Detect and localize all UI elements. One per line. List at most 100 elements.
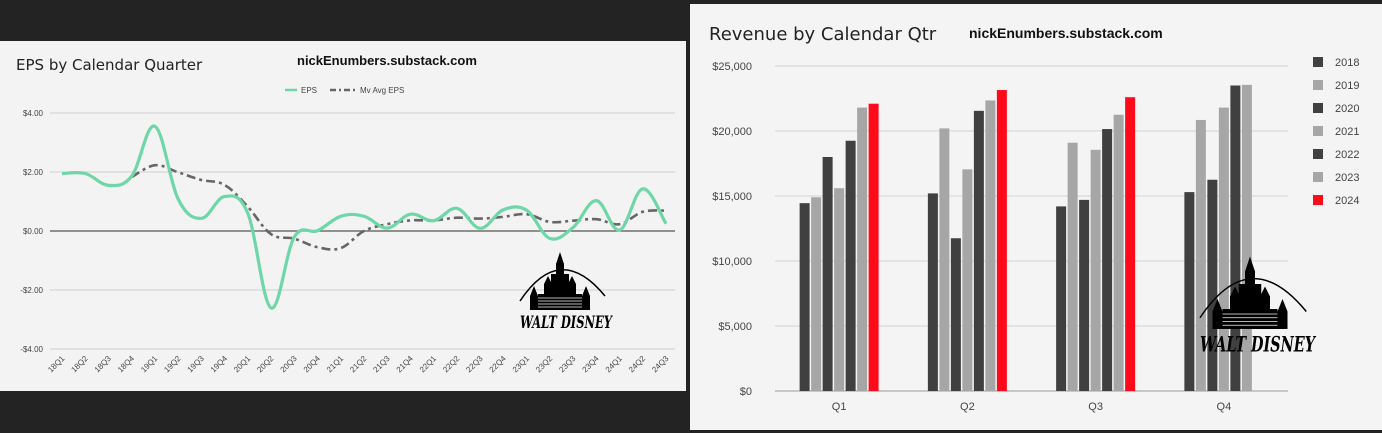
y-tick-label: -$4.00 (20, 345, 43, 354)
revenue-x-axis: Q1 Q2 Q3 Q4 (832, 401, 1231, 413)
revenue-bars (799, 84, 1252, 392)
x-tick-label: 21Q2 (348, 354, 369, 375)
x-tick-label: 22Q1 (418, 354, 439, 375)
x-tick-label: 18Q3 (93, 354, 114, 375)
y-tick-label: $0.00 (23, 227, 44, 236)
revenue-watermark: nickEnumbers.substack.com (969, 25, 1163, 41)
revenue-chart-title: Revenue by Calendar Qtr (709, 24, 937, 45)
castle-icon (530, 252, 590, 310)
bar-2020-q4 (1207, 179, 1218, 391)
x-tick-label: 18Q4 (116, 354, 137, 375)
x-tick-label: 19Q4 (209, 354, 230, 375)
eps-chart-title: EPS by Calendar Quarter (16, 56, 203, 74)
bar-2019-q3 (1067, 142, 1078, 391)
eps-chart-panel: EPS by Calendar Quarter nickEnumbers.sub… (0, 41, 686, 391)
castle-icon (1212, 256, 1288, 329)
legend-swatch-2021 (1313, 126, 1323, 136)
x-tick-label: 18Q2 (69, 354, 90, 375)
legend-label-2020: 2020 (1335, 103, 1359, 115)
x-tick-label: 19Q3 (186, 354, 207, 375)
bar-2022-q1 (845, 140, 856, 391)
bar-2020-q2 (950, 238, 961, 391)
x-tick-label: Q1 (832, 401, 847, 413)
x-tick-label: Q2 (960, 401, 975, 413)
x-tick-label: 20Q3 (279, 354, 300, 375)
x-tick-label: 23Q2 (534, 354, 555, 375)
legend-label-2024: 2024 (1335, 195, 1359, 207)
x-tick-label: 21Q3 (371, 354, 392, 375)
x-tick-label: 18Q1 (46, 354, 67, 375)
x-tick-label: 23Q1 (511, 354, 532, 375)
x-tick-label: Q3 (1088, 401, 1103, 413)
disney-logo: WALT DISNEY (1199, 256, 1316, 358)
bar-2023-q1 (857, 107, 868, 391)
revenue-chart-panel: Revenue by Calendar Qtr nickEnumbers.sub… (690, 4, 1382, 430)
bar-2021-q3 (1090, 149, 1101, 391)
y-tick-label: -$2.00 (20, 286, 43, 295)
x-tick-label: 24Q3 (650, 354, 671, 375)
x-tick-label: 22Q3 (464, 354, 485, 375)
bar-2020-q3 (1079, 199, 1090, 391)
x-tick-label: 19Q1 (139, 354, 160, 375)
bar-2018-q3 (1056, 206, 1067, 391)
y-tick-label: $4.00 (23, 109, 44, 118)
bar-2018-q2 (927, 193, 938, 391)
bar-2021-q4 (1218, 107, 1229, 391)
bar-2018-q4 (1184, 192, 1195, 391)
bar-2021-q1 (834, 188, 845, 391)
bar-2018-q1 (799, 203, 810, 391)
legend-swatch-2023 (1313, 172, 1323, 182)
bar-2022-q2 (973, 110, 984, 391)
y-tick-label: $15,000 (712, 191, 752, 203)
legend-label-mv-avg-eps: Mv Avg EPS (360, 86, 404, 95)
legend-label-2021: 2021 (1335, 126, 1359, 138)
x-tick-label: 23Q4 (581, 354, 602, 375)
bar-2024-q2 (996, 90, 1007, 392)
x-tick-label: 24Q1 (604, 354, 625, 375)
x-tick-label: 21Q1 (325, 354, 346, 375)
eps-x-axis: 18Q1 18Q2 18Q3 18Q4 19Q1 19Q2 19Q3 19Q4 20Q1 20Q2… (46, 354, 671, 375)
y-tick-label: $25,000 (712, 61, 752, 73)
legend-swatch-2020 (1313, 103, 1323, 113)
eps-legend: EPS Mv Avg EPS (285, 86, 404, 95)
disney-logo: WALT DISNEY (519, 252, 613, 333)
eps-chart: EPS by Calendar Quarter nickEnumbers.sub… (16, 53, 675, 375)
eps-y-axis: $4.00 $2.00 $0.00 -$2.00 -$4.00 (20, 109, 43, 354)
y-tick-label: $5,000 (718, 321, 752, 333)
revenue-chart: Revenue by Calendar Qtr nickEnumbers.sub… (709, 24, 1359, 413)
bar-2022-q3 (1102, 129, 1113, 392)
bar-2019-q2 (939, 128, 950, 391)
x-tick-label: 23Q3 (557, 354, 578, 375)
eps-series (61, 124, 668, 310)
x-tick-label: 20Q2 (255, 354, 276, 375)
bar-2021-q2 (962, 169, 973, 391)
bar-2020-q1 (822, 157, 833, 391)
x-tick-label: 19Q2 (162, 354, 183, 375)
bar-2019-q4 (1195, 119, 1206, 391)
legend-swatch-2022 (1313, 149, 1323, 159)
y-tick-label: $20,000 (712, 126, 752, 138)
legend-swatch-2019 (1313, 80, 1323, 90)
eps-watermark: nickEnumbers.substack.com (297, 53, 477, 68)
x-tick-label: 20Q4 (302, 354, 323, 375)
x-tick-label: Q4 (1217, 401, 1232, 413)
legend-label-2019: 2019 (1335, 80, 1359, 92)
legend-label-eps: EPS (301, 86, 317, 95)
bar-2023-q3 (1113, 114, 1124, 391)
bar-2022-q4 (1230, 85, 1241, 391)
y-tick-label: $0 (740, 386, 752, 398)
legend-label-2018: 2018 (1335, 57, 1359, 69)
x-tick-label: 22Q2 (441, 354, 462, 375)
logo-wordmark: WALT DISNEY (520, 313, 613, 333)
x-tick-label: 24Q2 (627, 354, 648, 375)
bar-2024-q1 (868, 103, 879, 391)
x-tick-label: 22Q4 (488, 354, 509, 375)
x-tick-label: 20Q1 (232, 354, 253, 375)
x-tick-label: 21Q4 (395, 354, 416, 375)
series-line-eps (61, 124, 668, 310)
legend-label-2022: 2022 (1335, 149, 1359, 161)
legend-swatch-2018 (1313, 57, 1323, 67)
revenue-y-axis: $25,000 $20,000 $15,000 $10,000 $5,000 $0 (712, 61, 752, 398)
legend-label-2023: 2023 (1335, 172, 1359, 184)
revenue-legend: 2018 2019 2020 2021 2022 2023 2024 (1313, 57, 1359, 207)
